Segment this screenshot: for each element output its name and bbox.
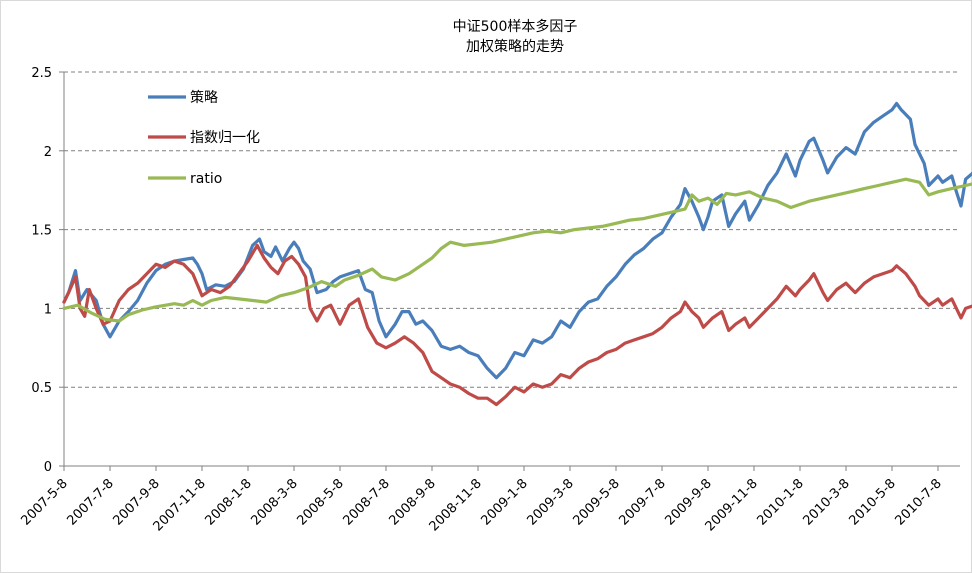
y-tick-label-0: 0 [44, 460, 52, 475]
x-tick-label-11: 2009-3-8 [524, 476, 576, 528]
chart-title-line-1: 中证500样本多因子 [453, 18, 578, 35]
grid-lines [64, 71, 960, 388]
y-axis: 0 0.5 1 1.5 2 2.5 [31, 66, 65, 475]
chart-title-line-2: 加权策略的走势 [466, 38, 564, 55]
y-tick-label-5: 2.5 [31, 66, 52, 81]
x-tick-label-5: 2008-3-8 [248, 476, 300, 528]
x-tick-label-1: 2007-7-8 [64, 476, 116, 528]
y-tick-label-2: 1 [44, 302, 52, 317]
x-tick-label-17: 2010-3-8 [800, 476, 852, 528]
x-tick-label-16: 2010-1-8 [754, 476, 806, 528]
x-tick-label-10: 2009-1-8 [478, 476, 530, 528]
x-tick-label-12: 2009-5-8 [570, 476, 622, 528]
x-tick-label-13: 2009-7-8 [616, 476, 668, 528]
x-axis: 2007-5-82007-7-82007-9-82007-11-82008-1-… [18, 465, 960, 534]
series-lines [62, 101, 972, 407]
series-line-1 [62, 243, 972, 407]
y-tick-label-3: 1.5 [31, 224, 52, 239]
legend-label-0: 策略 [190, 89, 218, 106]
y-tick-label-1: 0.5 [31, 381, 52, 396]
legend-label-1: 指数归一化 [190, 129, 260, 146]
series-line-0 [62, 101, 972, 380]
y-tick-label-4: 2 [44, 145, 52, 160]
x-tick-label-19: 2010-7-8 [892, 476, 944, 528]
series-line-2 [62, 177, 972, 323]
x-tick-label-4: 2008-1-8 [202, 476, 254, 528]
x-tick-label-6: 2008-5-8 [294, 476, 346, 528]
x-tick-label-0: 2007-5-8 [18, 476, 70, 528]
legend-label-2: ratio [190, 171, 222, 187]
x-tick-label-7: 2008-7-8 [340, 476, 392, 528]
x-tick-label-18: 2010-5-8 [846, 476, 898, 528]
